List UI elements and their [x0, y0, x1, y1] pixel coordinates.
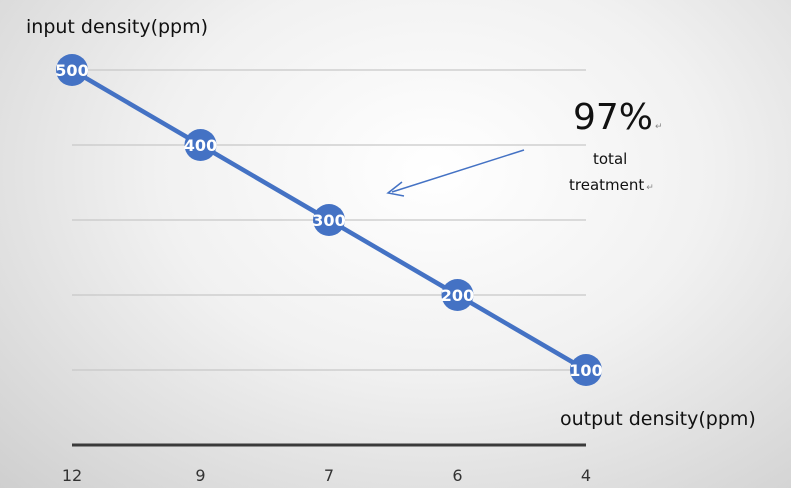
annotation-line-2: treatment ↵: [569, 176, 654, 194]
data-label: 500: [55, 61, 88, 80]
data-label: 100: [569, 361, 602, 380]
y-axis-label: input density(ppm): [26, 16, 209, 38]
annotation-arrow: [386, 149, 525, 197]
data-point: [56, 54, 88, 86]
x-tick-labels: 12 9 7 6 4: [62, 466, 591, 485]
return-mark-icon: ↵: [655, 122, 663, 132]
data-point: [313, 204, 345, 236]
data-label: 400: [184, 136, 217, 155]
data-point: [441, 279, 474, 311]
data-point: [570, 354, 602, 386]
return-mark-icon: ↵: [646, 183, 654, 193]
data-point: [184, 129, 217, 161]
data-markers: 500 400 300 200 100: [55, 54, 603, 386]
data-label: 300: [312, 211, 345, 230]
x-tick-label: 9: [195, 466, 205, 485]
x-tick-label: 7: [324, 466, 334, 485]
x-tick-label: 6: [452, 466, 462, 485]
x-tick-label: 12: [62, 466, 82, 485]
data-label: 200: [441, 286, 474, 305]
x-tick-label: 4: [581, 466, 591, 485]
x-axis-label: output density(ppm): [560, 408, 756, 430]
annotation-percent: 97% ↵: [573, 97, 663, 138]
annotation-line-1: total: [593, 150, 628, 168]
